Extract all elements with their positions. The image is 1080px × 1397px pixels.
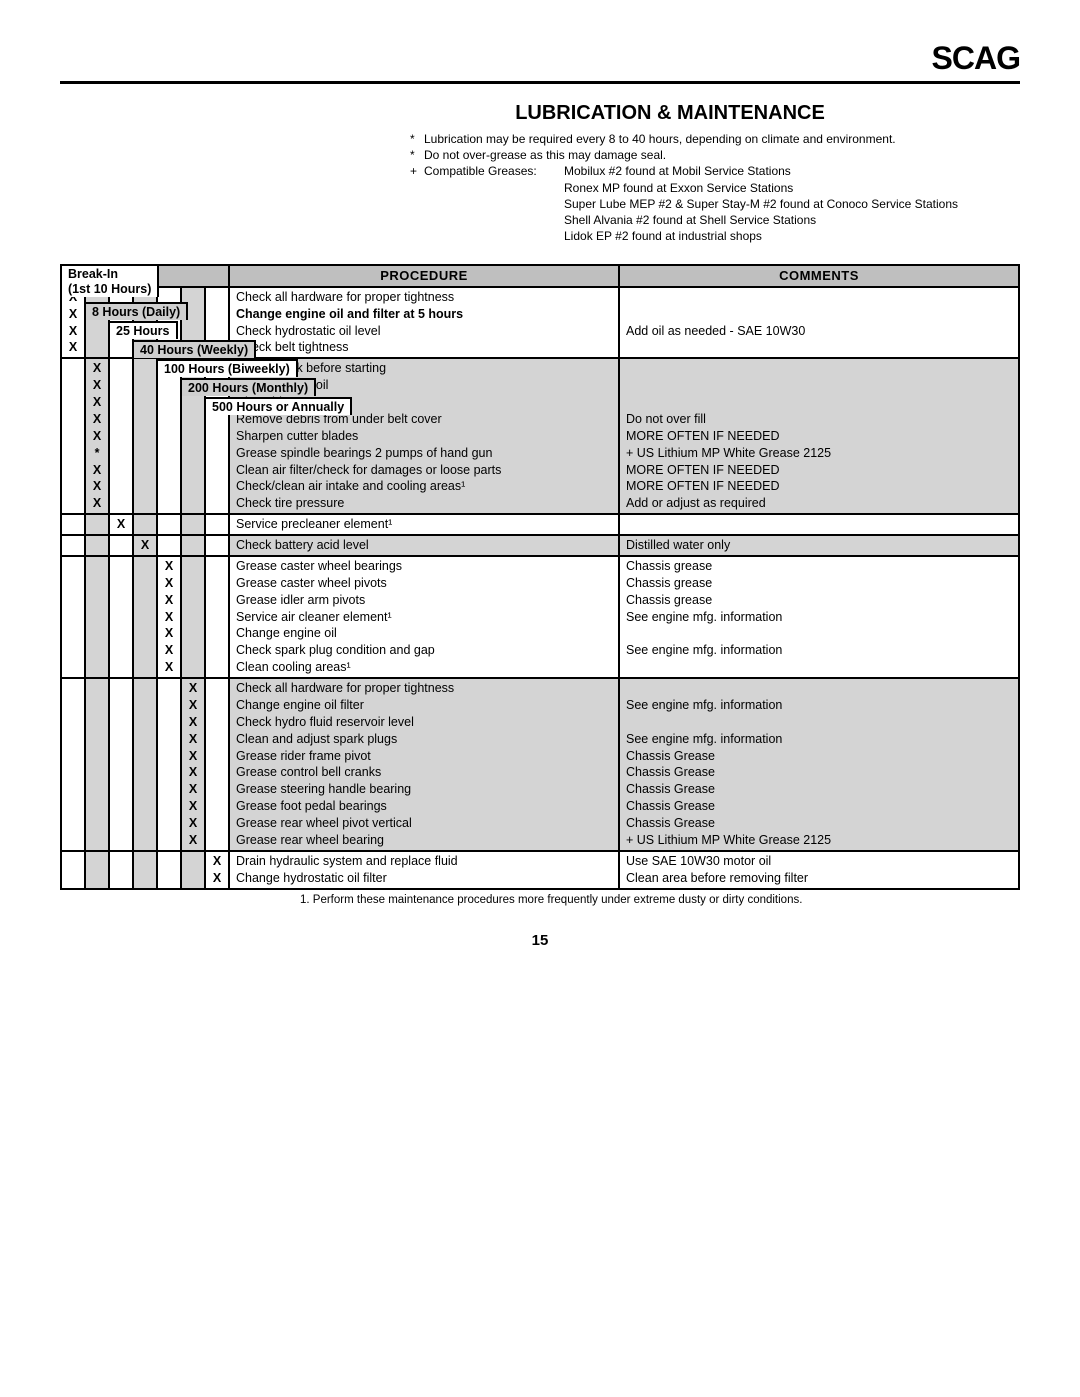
interval-col — [85, 678, 109, 851]
interval-col: X — [109, 514, 133, 535]
procedure-cell: Drain hydraulic system and replace fluid… — [229, 851, 619, 889]
interval-col: XX — [205, 851, 229, 889]
interval-col — [61, 556, 85, 678]
interval-col — [133, 358, 157, 514]
interval-col — [109, 851, 133, 889]
interval-col — [109, 358, 133, 514]
interval-tab: Break-In(1st 10 Hours) — [60, 264, 159, 297]
interval-tab: 8 Hours (Daily) — [84, 302, 188, 320]
interval-col — [157, 535, 181, 556]
interval-col — [61, 358, 85, 514]
interval-col — [61, 514, 85, 535]
interval-col — [85, 287, 109, 359]
interval-col: XXXXXXXXXX — [181, 678, 205, 851]
comments-cell — [619, 514, 1019, 535]
interval-col — [61, 851, 85, 889]
procedure-cell: Service precleaner element¹ — [229, 514, 619, 535]
interval-col: XXXX — [61, 287, 85, 359]
interval-col — [85, 556, 109, 678]
interval-col — [157, 851, 181, 889]
interval-col — [109, 678, 133, 851]
comments-cell: Do not over fillMORE OFTEN IF NEEDED+ US… — [619, 358, 1019, 514]
brand-logo: SCAG — [60, 40, 1020, 84]
interval-col — [205, 678, 229, 851]
interval-col — [205, 535, 229, 556]
grease-4: Lidok EP #2 found at industrial shops — [564, 228, 1020, 244]
interval-col — [133, 678, 157, 851]
interval-tab: 25 Hours — [108, 321, 178, 339]
interval-col — [133, 514, 157, 535]
notes-block: *Lubrication may be required every 8 to … — [410, 131, 1020, 244]
interval-col: X — [133, 535, 157, 556]
interval-col — [85, 851, 109, 889]
interval-col — [133, 851, 157, 889]
interval-col — [109, 535, 133, 556]
interval-col — [109, 556, 133, 678]
grease-3: Shell Alvania #2 found at Shell Service … — [564, 212, 1020, 228]
chart-area: Break-In(1st 10 Hours) 8 Hours (Daily)25 … — [60, 264, 1020, 889]
comments-cell: See engine mfg. information See engine m… — [619, 678, 1019, 851]
interval-tab: 200 Hours (Monthly) — [180, 378, 316, 396]
header-comments: COMMENTS — [619, 265, 1019, 287]
interval-tab: 40 Hours (Weekly) — [132, 340, 256, 358]
procedure-cell: Grease caster wheel bearingsGrease caste… — [229, 556, 619, 678]
interval-col — [157, 514, 181, 535]
interval-col: XXXXXXX — [157, 556, 181, 678]
interval-col — [181, 535, 205, 556]
interval-tab: 100 Hours (Biweekly) — [156, 359, 298, 377]
page-title: LUBRICATION & MAINTENANCE — [320, 102, 1020, 125]
interval-col — [205, 514, 229, 535]
procedure-cell: Check all hardware for proper tightnessC… — [229, 287, 619, 359]
comments-cell: Distilled water only — [619, 535, 1019, 556]
interval-col — [85, 535, 109, 556]
interval-col — [61, 535, 85, 556]
grease-1: Ronex MP found at Exxon Service Stations — [564, 180, 1020, 196]
comments-cell: Add oil as needed - SAE 10W30 — [619, 287, 1019, 359]
interval-col — [157, 678, 181, 851]
procedure-cell: Check all hardware for proper tightnessC… — [229, 678, 619, 851]
note-1: Lubrication may be required every 8 to 4… — [424, 131, 896, 147]
interval-col — [85, 514, 109, 535]
interval-col — [181, 556, 205, 678]
interval-col — [181, 514, 205, 535]
header-procedure: PROCEDURE — [229, 265, 619, 287]
grease-0: Mobilux #2 found at Mobil Service Statio… — [564, 163, 791, 179]
comments-cell: Use SAE 10W30 motor oilClean area before… — [619, 851, 1019, 889]
interval-col — [133, 556, 157, 678]
grease-2: Super Lube MEP #2 & Super Stay-M #2 foun… — [564, 196, 1020, 212]
interval-col — [61, 678, 85, 851]
footnote: 1. Perform these maintenance procedures … — [300, 894, 1020, 906]
compat-label: Compatible Greases: — [424, 163, 564, 179]
comments-cell: Chassis greaseChassis greaseChassis grea… — [619, 556, 1019, 678]
procedure-cell: Check battery acid level — [229, 535, 619, 556]
page-number: 15 — [60, 932, 1020, 949]
interval-col: XXXXX*XXX — [85, 358, 109, 514]
interval-tab: 500 Hours or Annually — [204, 397, 352, 415]
interval-col — [157, 358, 181, 514]
note-2: Do not over-grease as this may damage se… — [424, 147, 666, 163]
interval-col — [181, 851, 205, 889]
interval-col — [205, 556, 229, 678]
